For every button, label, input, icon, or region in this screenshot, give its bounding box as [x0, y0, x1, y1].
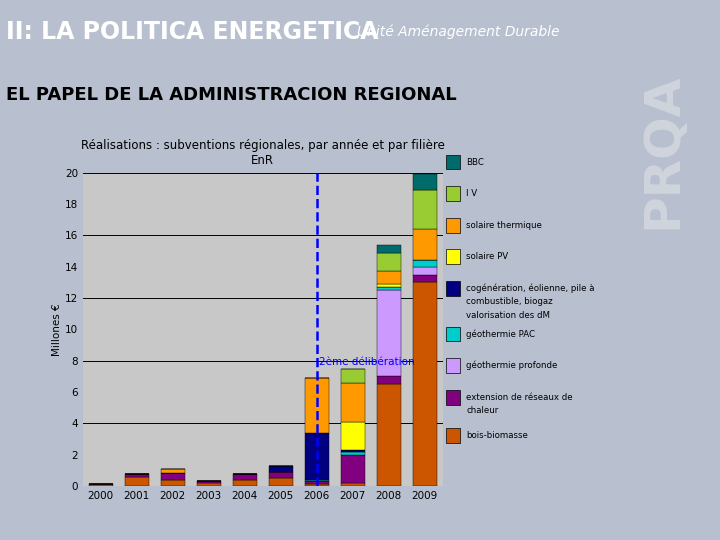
Text: II: LA POLITICA ENERGETICA: II: LA POLITICA ENERGETICA: [6, 19, 379, 44]
Text: solaire PV: solaire PV: [467, 252, 508, 261]
Bar: [305, 433, 328, 480]
Bar: [341, 455, 364, 483]
Text: I V: I V: [467, 189, 477, 198]
Bar: [413, 229, 436, 260]
Text: BBC: BBC: [467, 158, 485, 166]
Title: Réalisations : subventions régionales, par année et par filière
EnR: Réalisations : subventions régionales, p…: [81, 139, 445, 167]
Bar: [413, 267, 436, 275]
Bar: [341, 368, 364, 383]
Bar: [341, 483, 364, 486]
FancyBboxPatch shape: [446, 428, 460, 443]
FancyBboxPatch shape: [446, 186, 460, 201]
Text: PRQA: PRQA: [639, 73, 687, 230]
Text: Unité Aménagement Durable: Unité Aménagement Durable: [357, 24, 559, 39]
FancyBboxPatch shape: [446, 390, 460, 404]
Bar: [305, 481, 328, 484]
FancyBboxPatch shape: [446, 358, 460, 373]
Text: bois-biomasse: bois-biomasse: [467, 431, 528, 440]
Text: cogénération, éolienne, pile à: cogénération, éolienne, pile à: [467, 284, 595, 293]
Bar: [269, 478, 292, 486]
FancyBboxPatch shape: [446, 218, 460, 233]
Bar: [341, 450, 364, 451]
Text: combustible, biogaz: combustible, biogaz: [467, 298, 553, 306]
Bar: [413, 274, 436, 282]
Bar: [197, 483, 220, 486]
Bar: [305, 484, 328, 486]
Bar: [233, 480, 256, 486]
Text: géothermie profonde: géothermie profonde: [467, 361, 558, 370]
Bar: [377, 291, 400, 376]
Text: chaleur: chaleur: [467, 406, 499, 415]
Bar: [305, 378, 328, 433]
Bar: [125, 474, 148, 477]
Bar: [161, 474, 184, 480]
FancyBboxPatch shape: [446, 281, 460, 296]
Bar: [377, 287, 400, 291]
Bar: [341, 422, 364, 450]
Bar: [377, 272, 400, 284]
Bar: [377, 253, 400, 272]
Text: extension de réseaux de: extension de réseaux de: [467, 393, 573, 402]
Bar: [413, 190, 436, 229]
Bar: [305, 480, 328, 481]
Text: 2ème délibération: 2ème délibération: [318, 357, 414, 367]
FancyBboxPatch shape: [446, 154, 460, 170]
Text: EL PAPEL DE LA ADMINISTRACION REGIONAL: EL PAPEL DE LA ADMINISTRACION REGIONAL: [6, 85, 456, 104]
Bar: [89, 484, 112, 486]
Bar: [377, 245, 400, 253]
Bar: [413, 174, 436, 190]
FancyBboxPatch shape: [446, 249, 460, 264]
Bar: [269, 465, 292, 472]
Bar: [161, 469, 184, 474]
Bar: [341, 383, 364, 422]
Bar: [341, 451, 364, 455]
Bar: [413, 260, 436, 267]
Bar: [377, 376, 400, 384]
Bar: [377, 284, 400, 287]
Y-axis label: Millones €: Millones €: [52, 303, 62, 356]
Bar: [413, 282, 436, 486]
Bar: [197, 481, 220, 483]
Text: solaire thermique: solaire thermique: [467, 221, 542, 230]
Text: géothermie PAC: géothermie PAC: [467, 329, 536, 339]
Bar: [125, 477, 148, 486]
Bar: [161, 480, 184, 486]
Bar: [269, 472, 292, 478]
FancyBboxPatch shape: [446, 327, 460, 341]
Text: valorisation des dM: valorisation des dM: [467, 310, 550, 320]
Bar: [377, 384, 400, 486]
Bar: [233, 474, 256, 480]
